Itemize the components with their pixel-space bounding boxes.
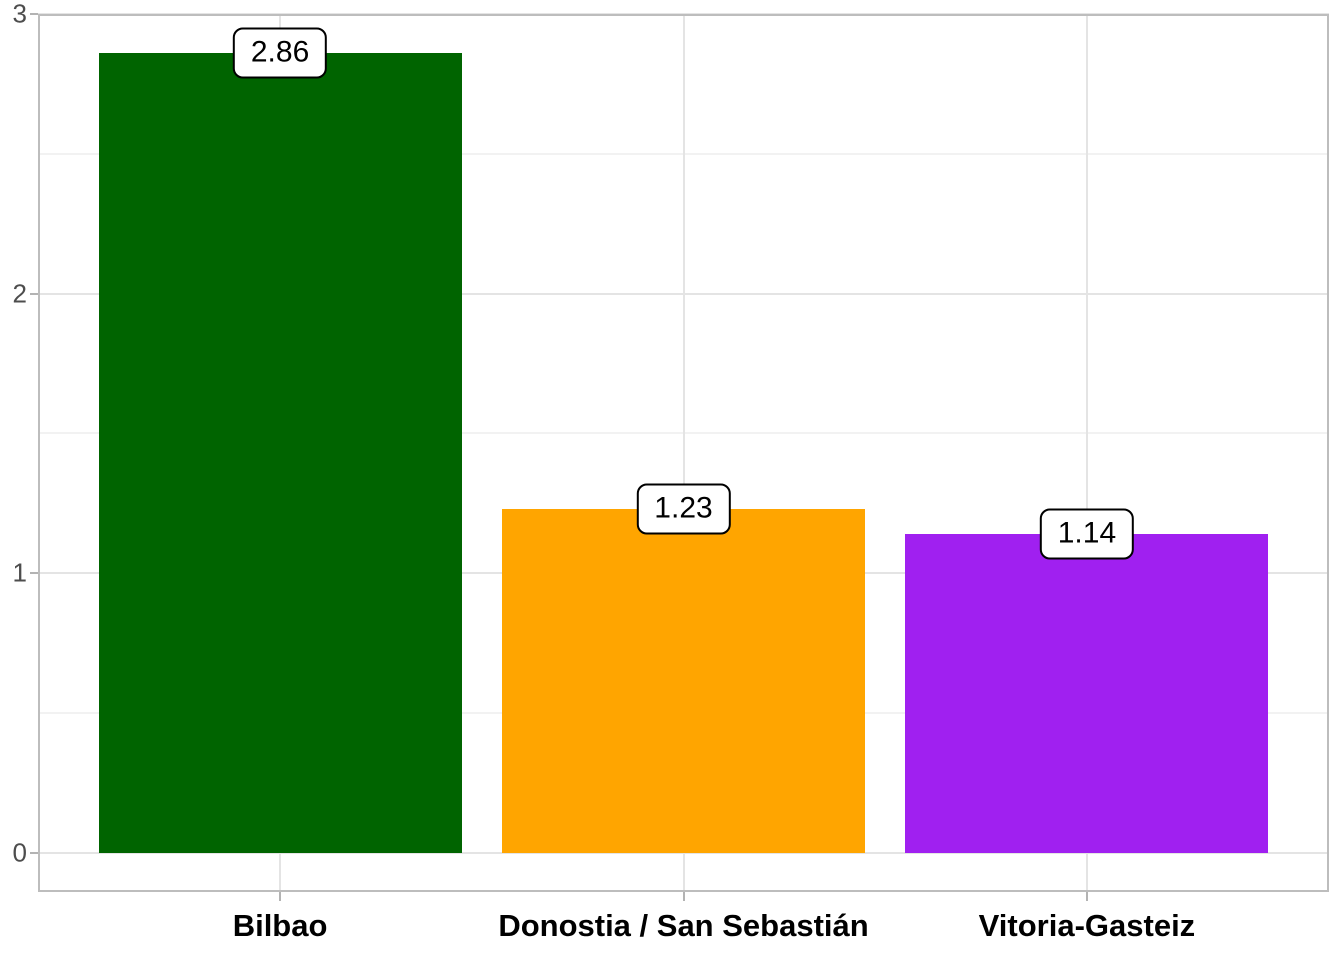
x-tick-mark: [279, 892, 282, 901]
y-tick-mark: [30, 572, 38, 575]
x-major-gridline: [1085, 14, 1088, 892]
x-tick-mark: [1085, 892, 1088, 901]
y-tick-label: 1: [12, 557, 27, 588]
value-label: 1.23: [636, 483, 731, 535]
value-label: 1.14: [1039, 508, 1135, 560]
x-tick-label: Vitoria-Gasteiz: [978, 908, 1196, 943]
bar-bilbao: [98, 53, 462, 853]
y-tick-mark: [30, 12, 38, 15]
value-label: 2.86: [232, 27, 328, 79]
y-tick-mark: [30, 292, 38, 295]
x-tick-label: Donostia / San Sebastián: [498, 908, 869, 943]
y-tick-label: 0: [12, 837, 27, 868]
bar-donostia-san-sebasti-n: [501, 509, 866, 853]
x-tick-mark: [682, 892, 685, 901]
plot-panel: [38, 13, 1329, 892]
y-tick-label: 3: [12, 0, 27, 29]
panel-border: [38, 14, 1329, 892]
x-tick-label: Bilbao: [232, 908, 328, 943]
y-tick-mark: [30, 852, 38, 854]
x-major-gridline: [682, 14, 685, 892]
y-tick-label: 2: [12, 278, 27, 309]
bar-vitoria-gasteiz: [905, 534, 1269, 853]
